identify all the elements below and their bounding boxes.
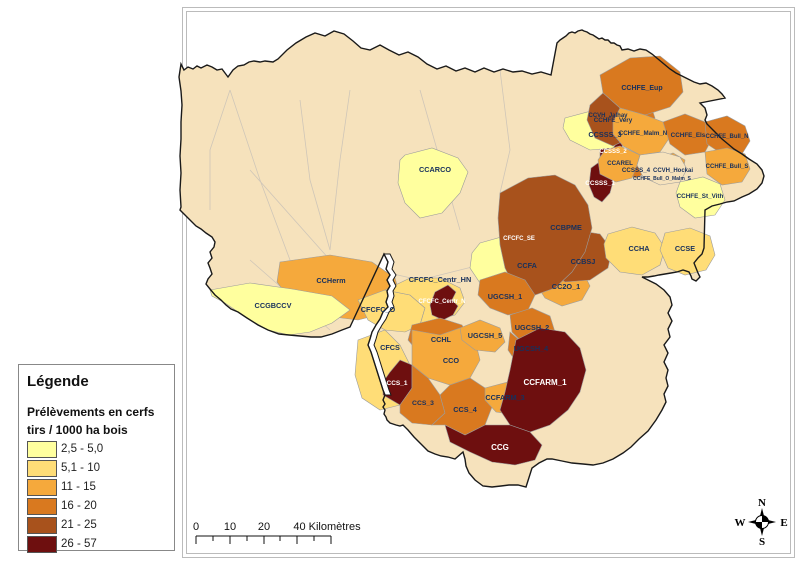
svg-text:S: S (759, 536, 765, 548)
svg-text:20: 20 (258, 521, 270, 533)
svg-text:10: 10 (224, 521, 236, 533)
svg-text:40 Kilomètres: 40 Kilomètres (293, 521, 361, 533)
svg-text:0: 0 (193, 521, 199, 533)
svg-text:W: W (735, 517, 746, 529)
svg-text:E: E (780, 517, 787, 529)
svg-text:N: N (758, 497, 766, 509)
